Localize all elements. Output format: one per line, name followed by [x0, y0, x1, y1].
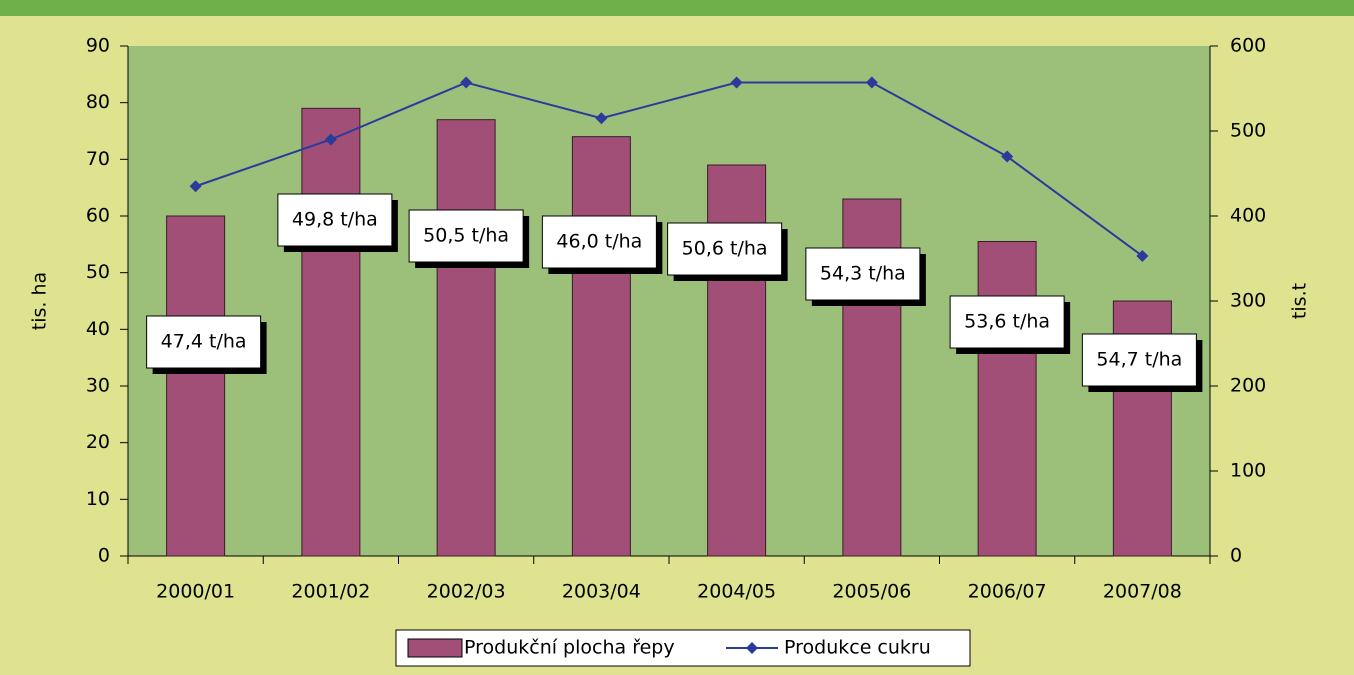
y-axis-label: tis. ha — [29, 272, 51, 330]
y-tick-label: 50 — [86, 261, 110, 283]
data-label: 47,4 t/ha — [161, 331, 247, 353]
y-tick-label: 10 — [86, 488, 110, 510]
line-marker — [595, 112, 608, 125]
legend-marker — [746, 642, 758, 654]
data-label-box — [1081, 333, 1197, 387]
y2-tick-label: 500 — [1230, 120, 1266, 142]
y2-tick-label: 300 — [1230, 290, 1266, 312]
bar — [166, 215, 226, 557]
data-label-box — [667, 222, 783, 276]
y2-tick-label: 0 — [1230, 545, 1242, 567]
x-tick-label: 2002/03 — [427, 581, 506, 603]
bar — [977, 241, 1037, 557]
line-marker — [324, 133, 337, 146]
x-tick-label: 2001/02 — [291, 581, 370, 603]
line-marker — [1001, 150, 1014, 163]
x-tick-label: 2007/08 — [1103, 581, 1182, 603]
legend-label: Produkční plocha řepy — [464, 637, 675, 659]
data-label-box — [146, 315, 262, 369]
legend-swatch — [407, 638, 463, 658]
bar — [571, 136, 631, 557]
line — [195, 81, 1143, 257]
line-marker — [1136, 249, 1149, 262]
y-tick-label: 40 — [86, 318, 110, 340]
y-tick-label: 60 — [86, 205, 110, 227]
line-marker — [460, 76, 473, 89]
y-tick-label: 80 — [86, 91, 110, 113]
x-tick-label: 2006/07 — [968, 581, 1047, 603]
data-label: 53,6 t/ha — [964, 311, 1050, 333]
x-tick-label: 2005/06 — [832, 581, 911, 603]
data-label: 46,0 t/ha — [556, 231, 642, 253]
data-label-box — [805, 247, 921, 301]
y2-tick-label: 400 — [1230, 205, 1266, 227]
data-label-box — [541, 215, 657, 269]
y2-tick-label: 600 — [1230, 35, 1266, 57]
legend-label: Produkce cukru — [784, 637, 931, 659]
y-tick-label: 70 — [86, 148, 110, 170]
line-marker — [730, 76, 743, 89]
title-band — [0, 0, 1354, 16]
line-marker — [189, 180, 202, 193]
bar — [301, 107, 361, 557]
data-label: 54,7 t/ha — [1096, 349, 1182, 371]
data-label: 50,5 t/ha — [423, 225, 509, 247]
y2-axis-label: tis.t — [1289, 283, 1311, 319]
y-tick-label: 20 — [86, 431, 110, 453]
x-tick-label: 2000/01 — [156, 581, 235, 603]
y-tick-label: 90 — [86, 35, 110, 57]
bar — [436, 119, 496, 557]
x-tick-label: 2003/04 — [562, 581, 641, 603]
data-label: 50,6 t/ha — [682, 238, 768, 260]
data-label: 49,8 t/ha — [292, 209, 378, 231]
y-tick-label: 0 — [98, 545, 110, 567]
data-label-box — [277, 193, 393, 247]
line-marker — [865, 76, 878, 89]
x-tick-label: 2004/05 — [697, 581, 776, 603]
y2-tick-label: 200 — [1230, 375, 1266, 397]
data-label-box — [408, 209, 524, 263]
data-label-box — [949, 295, 1065, 349]
data-label: 54,3 t/ha — [820, 263, 906, 285]
y2-tick-label: 100 — [1230, 460, 1266, 482]
legend — [395, 629, 971, 667]
y-tick-label: 30 — [86, 375, 110, 397]
